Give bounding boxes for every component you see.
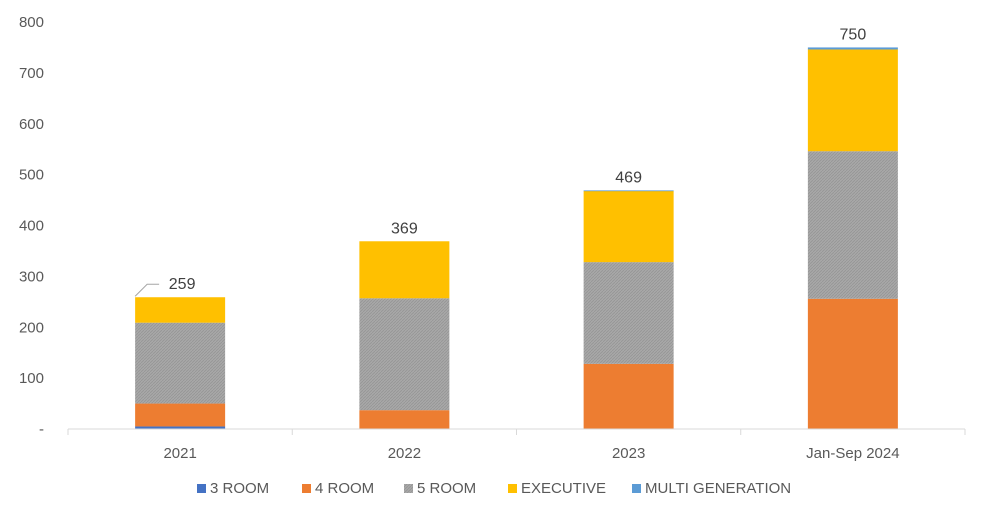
bar-segment-5-room: [807, 151, 898, 299]
bar-segment-executive: [135, 297, 226, 323]
x-tick-label: Jan-Sep 2024: [806, 445, 899, 462]
bar-segment-5-room: [135, 322, 226, 404]
y-tick-label: 300: [19, 268, 44, 285]
bar-segment-4-room: [359, 410, 450, 429]
legend-label: EXECUTIVE: [521, 480, 606, 497]
leader-line: [134, 283, 160, 297]
bar-segment-executive: [807, 49, 898, 152]
y-tick-label: 200: [19, 319, 44, 336]
bar-segment-4-room: [135, 403, 226, 427]
bar-segment-executive: [583, 190, 674, 263]
legend-swatch: [302, 484, 311, 493]
x-tick-label: 2022: [388, 445, 421, 462]
total-label: 259: [169, 276, 196, 293]
y-tick-label: 800: [19, 14, 44, 31]
x-tick-label: 2023: [612, 445, 645, 462]
legend-swatch: [197, 484, 206, 493]
y-tick-label: 700: [19, 65, 44, 82]
legend-label: MULTI GENERATION: [645, 480, 791, 497]
bar-segment-3-room: [135, 426, 226, 429]
bar-segment-4-room: [807, 298, 898, 429]
total-label: 369: [391, 220, 418, 237]
x-axis: 2021 2022 2023 Jan-Sep 2024: [67, 428, 966, 462]
x-tick-label: 2021: [163, 445, 196, 462]
bar-segment-4-room: [583, 363, 674, 429]
legend-swatch: [632, 484, 641, 493]
y-tick-label: 100: [19, 370, 44, 387]
y-axis: - 100 200 300 400 500 600 700 800: [19, 14, 44, 438]
y-tick-label: 400: [19, 218, 44, 235]
y-tick-label: 600: [19, 116, 44, 133]
legend-label: 3 ROOM: [210, 480, 269, 497]
total-label: 469: [615, 169, 642, 186]
legend-swatch: [404, 484, 413, 493]
legend: 3 ROOM 4 ROOM 5 ROOM EXECUTIVE MULTI GENERAT…: [197, 480, 791, 497]
bar-segment-multi-generation: [807, 47, 898, 50]
legend-label: 5 ROOM: [417, 480, 476, 497]
y-tick-label: -: [39, 421, 44, 438]
y-tick-label: 500: [19, 167, 44, 184]
legend-label: 4 ROOM: [315, 480, 374, 497]
legend-swatch: [508, 484, 517, 493]
bar-segment-multi-generation: [583, 190, 674, 192]
bar-segment-executive: [359, 241, 450, 299]
bar-segment-5-room: [359, 298, 450, 411]
bar-segment-5-room: [583, 262, 674, 364]
bars: [135, 47, 898, 429]
total-labels: 259 369 469 750: [134, 26, 867, 297]
total-label: 750: [840, 26, 867, 43]
